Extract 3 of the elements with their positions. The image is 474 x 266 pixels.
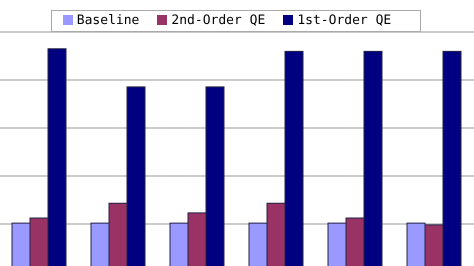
legend-label: 1st-Order QE bbox=[297, 13, 392, 28]
legend-label: 2nd-Order QE bbox=[171, 13, 266, 28]
legend-label: Baseline bbox=[76, 13, 140, 28]
